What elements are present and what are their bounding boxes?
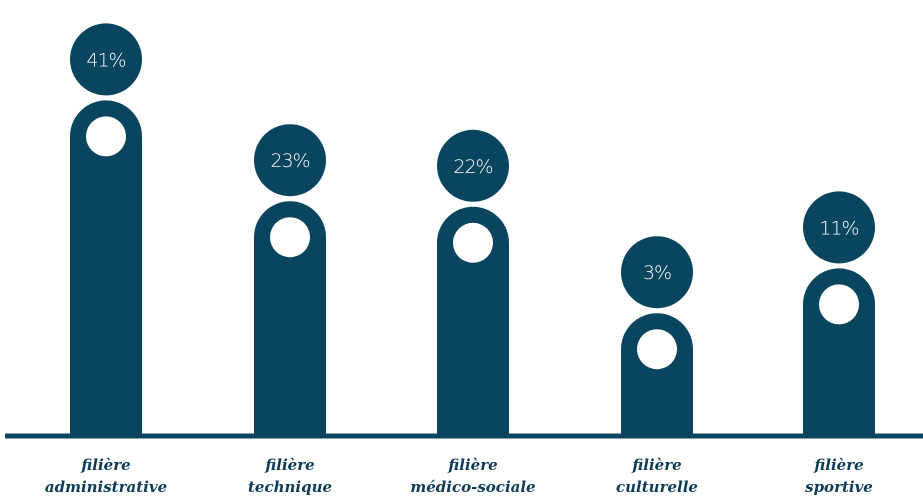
value-bubble-4 xyxy=(621,236,693,309)
value-bubble-1 xyxy=(70,23,142,96)
data-label-3: 22% xyxy=(453,156,492,178)
category-label-1-line-2: administrative xyxy=(45,478,167,496)
bar-dot-2 xyxy=(270,217,310,258)
category-labels-group: filière administrative filière technique fil… xyxy=(45,456,873,496)
category-label-4-line-1: filière xyxy=(631,456,681,474)
data-label-5: 11% xyxy=(819,217,858,239)
category-label-1-line-1: filière xyxy=(80,456,130,474)
category-label-4-line-2: culturelle xyxy=(616,478,698,496)
category-label-5-line-2: sportive xyxy=(805,478,873,496)
category-label-2-line-2: technique xyxy=(248,478,332,496)
value-bubble-5 xyxy=(803,191,875,264)
value-bubble-3 xyxy=(437,129,509,202)
category-label-3-line-2: médico-sociale xyxy=(410,478,535,496)
bar-1 xyxy=(70,100,142,436)
data-label-1: 41% xyxy=(86,49,125,71)
bars-group xyxy=(70,100,875,436)
bar-dot-3 xyxy=(453,222,493,263)
data-label-4: 3% xyxy=(643,262,671,284)
value-bubble-2 xyxy=(254,124,326,197)
bar-2 xyxy=(254,201,326,436)
category-label-2-line-1: filière xyxy=(264,456,314,474)
value-bubbles-group: 41% 23% 22% 3% 11% xyxy=(70,23,875,309)
bar-dot-1 xyxy=(86,116,126,157)
bar-dot-4 xyxy=(637,329,677,370)
category-label-5-line-1: filière xyxy=(813,456,863,474)
bar-dot-5 xyxy=(819,284,859,325)
category-label-3-line-1: filière xyxy=(447,456,497,474)
data-label-2: 23% xyxy=(270,150,309,172)
bar-3 xyxy=(437,206,509,436)
